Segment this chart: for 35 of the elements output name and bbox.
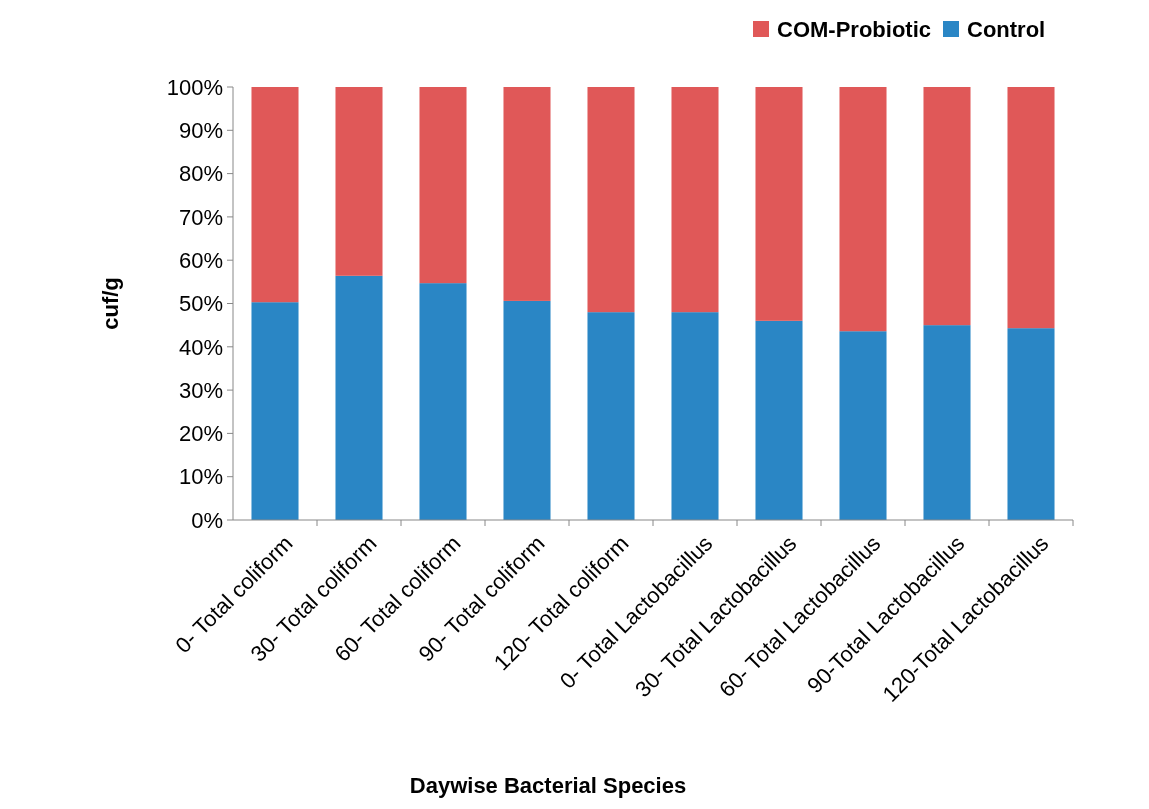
bar [335, 275, 383, 520]
bar [1007, 328, 1055, 520]
bar [335, 87, 383, 276]
y-tick-label: 90% [178, 118, 223, 143]
y-tick-label: 60% [178, 247, 223, 273]
y-tick-label: 30% [178, 377, 223, 403]
bar [587, 87, 635, 313]
bar [839, 87, 887, 332]
y-tick-label: 10% [178, 464, 223, 490]
bar [839, 331, 887, 520]
bar [251, 302, 299, 520]
y-tick-label: 50% [178, 291, 223, 317]
legend-label: COM-Probiotic [777, 16, 931, 42]
y-tick-label: 100% [166, 74, 223, 100]
y-axis-title: cuf/g [98, 277, 123, 330]
bar [755, 87, 803, 321]
bar [671, 312, 719, 520]
x-axis-title: Daywise Bacterial Species [409, 773, 687, 798]
bar [419, 87, 467, 284]
bar [503, 87, 551, 301]
y-tick-label: 80% [178, 161, 223, 187]
bar [1007, 87, 1055, 329]
bar [587, 312, 635, 520]
bar [419, 283, 467, 520]
bar [923, 87, 971, 326]
legend-label: Control [967, 16, 1046, 42]
y-tick-label: 0% [191, 507, 223, 533]
y-tick-label: 70% [178, 204, 223, 230]
bar [755, 320, 803, 520]
bar [503, 300, 551, 520]
y-tick-label: 20% [178, 421, 223, 447]
bar [671, 87, 719, 313]
bar [923, 325, 971, 520]
bar [251, 87, 299, 303]
y-tick-label: 40% [178, 334, 223, 360]
